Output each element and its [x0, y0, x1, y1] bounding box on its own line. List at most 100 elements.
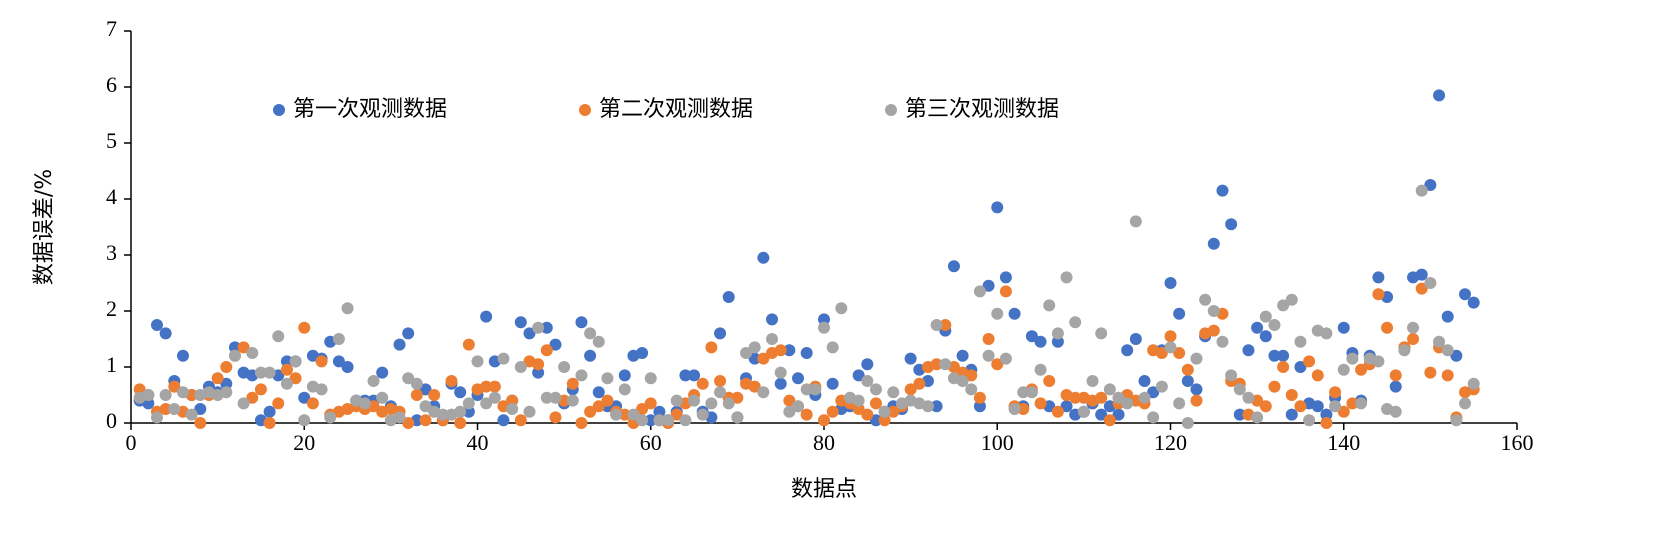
point	[410, 377, 423, 390]
point	[861, 358, 874, 371]
point	[913, 377, 926, 390]
point	[1320, 408, 1333, 421]
point	[1259, 400, 1272, 413]
point	[1441, 369, 1454, 382]
point	[826, 405, 839, 418]
point	[1043, 299, 1056, 312]
point	[1216, 335, 1229, 348]
x-tick-label: 40	[467, 430, 489, 455]
point	[991, 307, 1004, 320]
point	[636, 347, 649, 359]
point	[367, 375, 380, 387]
point	[800, 383, 813, 396]
point	[1441, 344, 1454, 357]
point	[999, 285, 1012, 298]
point	[272, 330, 285, 343]
point	[1225, 369, 1238, 382]
legend-marker	[885, 104, 897, 116]
point	[1346, 352, 1359, 365]
point	[818, 313, 830, 326]
point	[973, 391, 986, 404]
x-tick-label: 160	[1501, 430, 1534, 455]
point	[1190, 383, 1203, 396]
point	[792, 400, 805, 413]
point	[1173, 347, 1186, 359]
point	[532, 321, 545, 334]
point	[1086, 375, 1099, 387]
point	[930, 319, 943, 331]
point	[306, 397, 319, 410]
point	[774, 366, 787, 379]
point	[575, 316, 588, 329]
point	[956, 375, 969, 387]
point	[748, 341, 761, 354]
point	[1389, 369, 1402, 382]
point	[1441, 310, 1454, 323]
point	[488, 391, 501, 404]
point	[696, 377, 709, 390]
point	[921, 400, 934, 413]
point	[410, 389, 423, 401]
point	[1112, 408, 1125, 421]
point	[653, 414, 666, 427]
point	[1242, 344, 1255, 357]
point	[280, 377, 293, 390]
point	[280, 363, 293, 376]
point	[549, 391, 562, 404]
x-axis-label: 数据点	[791, 477, 857, 502]
y-tick-label: 6	[106, 72, 117, 97]
point	[506, 403, 519, 415]
point	[142, 389, 155, 401]
point	[1277, 361, 1290, 373]
y-tick-label: 4	[106, 184, 117, 209]
point	[809, 383, 822, 396]
point	[670, 408, 683, 421]
point	[783, 344, 796, 357]
point	[662, 414, 675, 427]
point	[1268, 319, 1281, 331]
point	[1372, 288, 1385, 301]
point	[315, 383, 328, 396]
legend-marker	[273, 104, 285, 116]
point	[514, 361, 527, 373]
y-tick-label: 1	[106, 352, 117, 377]
point	[800, 408, 813, 421]
point	[471, 355, 484, 368]
x-tick-label: 80	[813, 430, 835, 455]
y-tick-label: 0	[106, 408, 117, 433]
point	[1164, 341, 1177, 354]
point	[1285, 389, 1298, 401]
point	[332, 355, 345, 368]
point	[1199, 293, 1212, 306]
point	[263, 405, 276, 418]
point	[462, 405, 475, 418]
point	[1051, 327, 1064, 340]
point	[679, 414, 692, 427]
point	[133, 383, 146, 396]
y-axis-label: 数据误差/%	[32, 169, 57, 285]
point	[211, 372, 224, 385]
point	[376, 366, 389, 379]
point	[540, 391, 553, 404]
point	[1311, 369, 1324, 382]
point	[1077, 405, 1090, 418]
point	[480, 380, 493, 393]
point	[1190, 394, 1203, 407]
point	[1459, 397, 1472, 410]
point	[722, 291, 735, 303]
point	[740, 347, 753, 359]
point	[783, 405, 796, 418]
point	[1294, 335, 1307, 348]
point	[1051, 335, 1064, 348]
point	[783, 394, 796, 407]
point	[358, 397, 371, 410]
point	[1207, 237, 1220, 250]
point	[584, 327, 597, 340]
point	[601, 372, 614, 385]
point	[878, 414, 891, 427]
point	[254, 366, 267, 379]
point	[1303, 414, 1316, 427]
point	[1415, 184, 1428, 197]
point	[1034, 363, 1047, 376]
